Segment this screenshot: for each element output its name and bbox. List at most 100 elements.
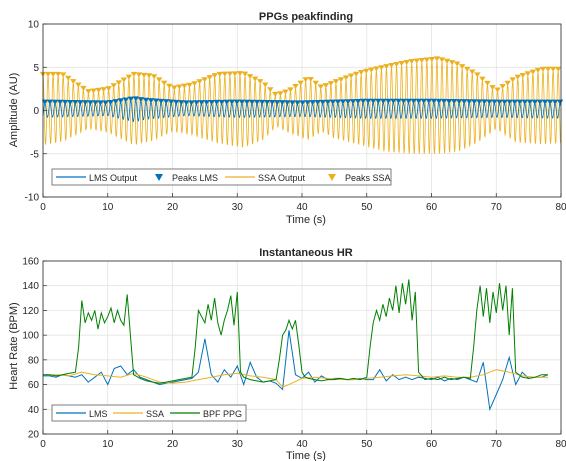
marker-peaks-lms <box>400 98 407 104</box>
marker-peaks-ssa <box>272 91 279 97</box>
marker-peaks-lms <box>258 99 266 105</box>
marker-peaks-lms <box>536 99 544 105</box>
legend-label-lms: LMS <box>89 409 108 419</box>
marker-peaks-ssa <box>489 85 496 91</box>
marker-peaks-lms <box>51 99 59 105</box>
marker-peaks-lms <box>218 99 225 105</box>
x-tick-label: 0 <box>40 439 46 450</box>
marker-peaks-lms <box>516 99 523 105</box>
marker-peaks-lms <box>465 99 473 105</box>
marker-peaks-ssa <box>317 84 324 90</box>
marker-peaks-lms <box>440 98 448 104</box>
y-tick-label: 10 <box>28 20 40 31</box>
x-tick-label: 80 <box>555 439 566 450</box>
marker-peaks-lms <box>147 98 155 104</box>
y-tick-label: 5 <box>33 63 39 74</box>
marker-peaks-lms <box>309 100 316 106</box>
marker-peaks-lms <box>87 100 94 106</box>
marker-peaks-ssa <box>464 66 471 72</box>
top-legend: LMS Output Peaks LMS SSA Output Peaks SS… <box>51 168 392 186</box>
marker-peaks-ssa <box>246 74 254 80</box>
bottom-legend-box <box>51 404 247 422</box>
marker-peaks-lms <box>380 98 387 104</box>
legend-label-lms-output: LMS Output <box>89 173 138 183</box>
marker-peaks-lms <box>506 99 513 105</box>
marker-peaks-ssa <box>539 66 547 72</box>
marker-peaks-lms <box>213 99 220 105</box>
marker-peaks-lms <box>364 98 372 104</box>
marker-peaks-lms <box>157 98 165 104</box>
bottom-plot-area <box>43 279 549 412</box>
marker-peaks-lms <box>324 99 331 105</box>
marker-peaks-lms <box>425 98 432 104</box>
marker-peaks-lms <box>248 99 256 105</box>
marker-peaks-lms <box>263 99 271 105</box>
marker-peaks-ssa <box>474 72 481 78</box>
marker-peaks-lms <box>329 99 337 105</box>
marker-peaks-lms <box>471 99 478 105</box>
marker-peaks-ssa <box>433 56 441 62</box>
marker-peaks-lms <box>173 99 180 105</box>
marker-peaks-ssa <box>342 75 350 81</box>
marker-peaks-ssa <box>206 75 213 81</box>
marker-peaks-ssa <box>312 80 319 86</box>
marker-peaks-ssa <box>514 74 521 80</box>
marker-peaks-lms <box>551 99 559 105</box>
marker-peaks-lms <box>183 100 190 106</box>
y-tick-label: -5 <box>30 149 39 160</box>
marker-peaks-ssa <box>80 85 87 91</box>
top-chart-title: PPGs peakfinding <box>259 11 353 23</box>
marker-peaks-lms <box>521 99 528 105</box>
x-tick-label: 70 <box>491 202 503 213</box>
x-tick-label: 20 <box>167 439 179 450</box>
marker-peaks-lms <box>162 99 170 105</box>
marker-peaks-lms <box>279 100 286 106</box>
x-tick-label: 70 <box>491 439 503 450</box>
y-tick-label: 80 <box>28 355 40 366</box>
marker-peaks-lms <box>349 99 357 105</box>
marker-peaks-ssa <box>85 89 92 95</box>
marker-peaks-lms <box>405 98 412 104</box>
marker-peaks-ssa <box>161 80 168 86</box>
marker-peaks-ssa <box>171 85 178 91</box>
marker-peaks-ssa <box>211 73 218 79</box>
marker-peaks-ssa <box>357 69 365 75</box>
marker-peaks-lms <box>82 100 89 106</box>
marker-peaks-ssa <box>524 71 532 77</box>
legend-label-ssa: SSA <box>146 409 164 419</box>
marker-peaks-lms <box>390 98 397 104</box>
marker-peaks-ssa <box>166 83 173 89</box>
marker-peaks-lms <box>541 99 549 105</box>
series-bpf-ppg <box>43 279 548 384</box>
marker-peaks-ssa <box>383 64 390 70</box>
marker-peaks-lms <box>46 99 54 105</box>
top-y-ticks: -10 -5 0 5 10 <box>25 20 47 204</box>
marker-peaks-lms <box>420 98 427 104</box>
marker-peaks-lms <box>410 98 417 104</box>
series-ssa-output <box>42 60 562 154</box>
marker-peaks-ssa <box>70 79 77 85</box>
marker-peaks-lms <box>97 100 104 106</box>
marker-peaks-lms <box>314 100 321 106</box>
y-tick-label: 20 <box>28 430 40 441</box>
marker-peaks-ssa <box>130 71 138 77</box>
marker-peaks-ssa <box>145 73 153 79</box>
marker-peaks-lms <box>460 99 468 105</box>
marker-peaks-lms <box>511 99 518 105</box>
marker-peaks-ssa <box>337 77 345 83</box>
marker-peaks-ssa <box>408 59 415 65</box>
marker-peaks-lms <box>269 100 276 106</box>
y-tick-label: 60 <box>28 380 40 391</box>
marker-peaks-ssa <box>544 66 552 72</box>
marker-peaks-ssa <box>95 87 102 93</box>
marker-peaks-lms <box>481 99 488 105</box>
x-tick-label: 40 <box>296 202 308 213</box>
marker-peaks-ssa <box>221 71 229 77</box>
marker-peaks-ssa <box>277 91 284 97</box>
marker-peaks-lms <box>188 100 195 106</box>
marker-peaks-ssa <box>453 61 461 67</box>
marker-peaks-ssa <box>519 72 526 78</box>
legend-label-peaks-lms: Peaks LMS <box>172 173 218 183</box>
marker-peaks-lms <box>501 99 508 105</box>
marker-peaks-ssa <box>140 72 148 78</box>
